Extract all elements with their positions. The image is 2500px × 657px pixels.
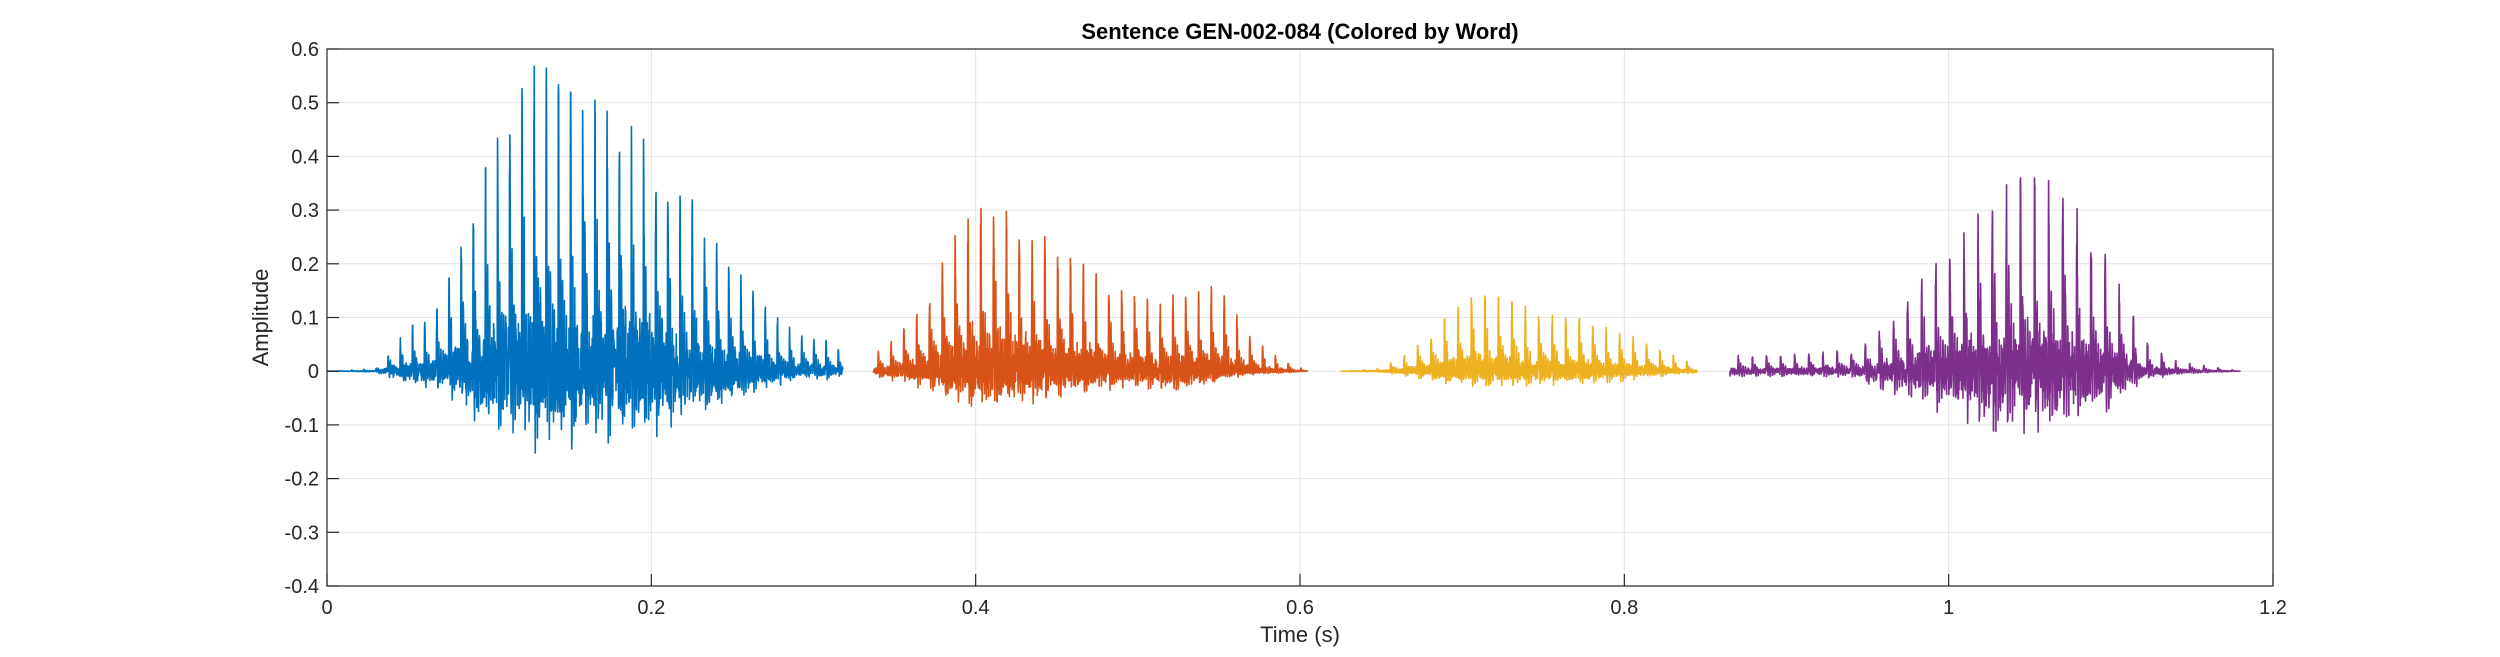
y-tick-label: 0.2 — [291, 254, 319, 276]
y-tick-label: 0.3 — [291, 200, 319, 222]
y-tick-label: 0.4 — [291, 146, 319, 168]
y-tick-label: -0.2 — [285, 469, 319, 491]
y-tick-label: 0.5 — [291, 93, 319, 115]
y-tick-label: -0.1 — [285, 415, 319, 437]
x-tick-label: 1 — [1943, 597, 1954, 619]
y-tick-label: 0.6 — [291, 39, 319, 61]
ticks: 0 0.2 0.4 0.6 0.8 1 1.2 -0.4 -0.3 -0.2 -0.1 0 0.1 0.2… — [285, 39, 2287, 619]
y-tick-label: 0 — [308, 361, 319, 383]
word-waveform-4 — [1728, 177, 2242, 435]
x-tick-label: 0 — [321, 597, 332, 619]
x-tick-label: 0.4 — [962, 597, 990, 619]
series-group — [326, 65, 2242, 454]
y-tick-label: -0.3 — [285, 522, 319, 544]
x-tick-label: 0.8 — [1610, 597, 1638, 619]
x-tick-label: 0.6 — [1286, 597, 1314, 619]
x-axis-label: Time (s) — [1260, 622, 1340, 647]
y-tick-label: 0.1 — [291, 308, 319, 330]
x-tick-label: 0.2 — [637, 597, 665, 619]
word-waveform-3 — [1339, 295, 1698, 388]
x-tick-label: 1.2 — [2259, 597, 2287, 619]
y-axis-label: Amplitude — [248, 269, 273, 367]
word-waveform-1 — [326, 65, 844, 454]
chart-title: Sentence GEN-002-084 (Colored by Word) — [1081, 19, 1518, 44]
y-tick-label: -0.4 — [285, 576, 319, 598]
word-waveform-2 — [872, 207, 1309, 407]
